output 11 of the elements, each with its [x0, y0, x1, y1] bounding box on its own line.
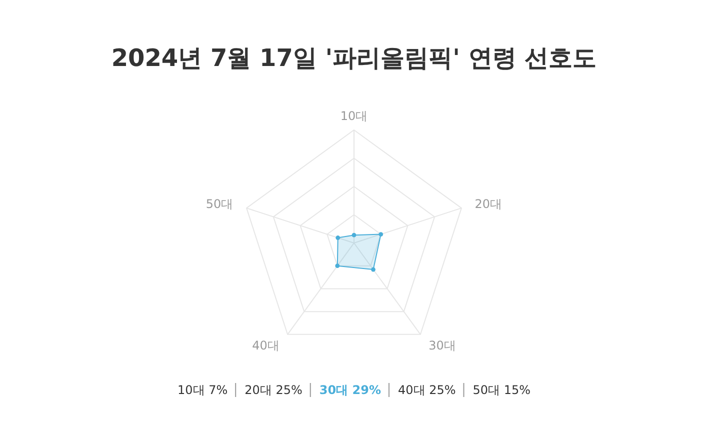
spoke-label: 10대 [340, 109, 368, 123]
text: 20대 25% [244, 383, 302, 397]
chart-title: 2024년 7월 17일 '파리올림픽' 연령 선호도 [111, 44, 597, 72]
text: 30대 29% [319, 383, 381, 397]
spoke-label: 30대 [428, 338, 456, 353]
text: 50대 15% [472, 383, 531, 397]
text: 10대 7% [177, 383, 228, 397]
spoke-label: 20대 [474, 196, 502, 211]
spoke-label: 40대 [252, 338, 280, 353]
text: 40대 25% [398, 383, 456, 397]
spoke-label: 50대 [206, 196, 234, 211]
